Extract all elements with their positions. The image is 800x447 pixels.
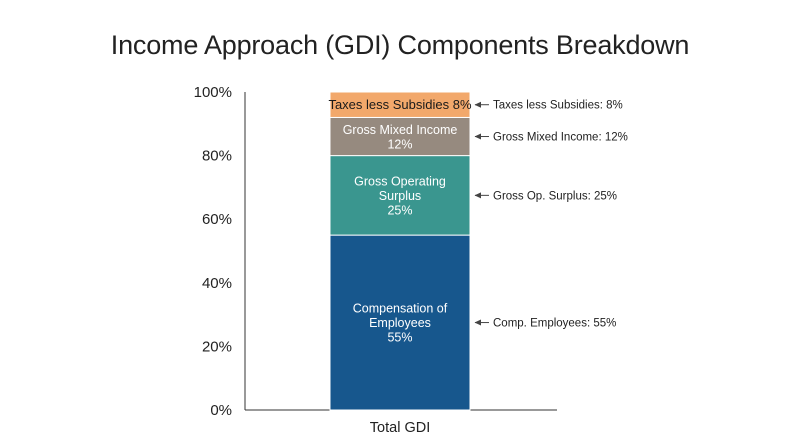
annotation-label: Taxes less Subsidies: 8%	[493, 100, 623, 112]
bar-segment	[329, 234, 471, 411]
bar-segment	[329, 155, 471, 236]
bar-segment	[329, 116, 471, 157]
segment-label: Gross Operating	[354, 174, 446, 188]
segment-label: Surplus	[379, 189, 421, 203]
segment-label: Gross Mixed Income	[343, 123, 458, 137]
chart-title: Income Approach (GDI) Components Breakdo…	[110, 30, 690, 60]
segment-label: 55%	[387, 331, 412, 345]
segment-label: 25%	[387, 203, 412, 217]
segment-label: Compensation of	[353, 302, 448, 316]
y-tick-label: 100%	[194, 84, 232, 101]
y-tick-label: 0%	[210, 402, 232, 419]
bar-segment	[329, 91, 471, 118]
annotation-label: Comp. Employees: 55%	[493, 318, 616, 330]
segment-label: Taxes less Subsidies 8%	[328, 97, 472, 112]
y-tick-label: 20%	[202, 338, 232, 355]
segment-label: 12%	[387, 137, 412, 151]
x-tick-label: Total GDI	[370, 420, 430, 436]
segment-label: Employees	[369, 316, 431, 330]
y-tick-label: 60%	[202, 211, 232, 228]
annotation-label: Gross Op. Surplus: 25%	[493, 190, 617, 202]
y-tick-label: 80%	[202, 148, 232, 165]
y-tick-label: 40%	[202, 275, 232, 292]
annotation-label: Gross Mixed Income: 12%	[493, 132, 628, 144]
